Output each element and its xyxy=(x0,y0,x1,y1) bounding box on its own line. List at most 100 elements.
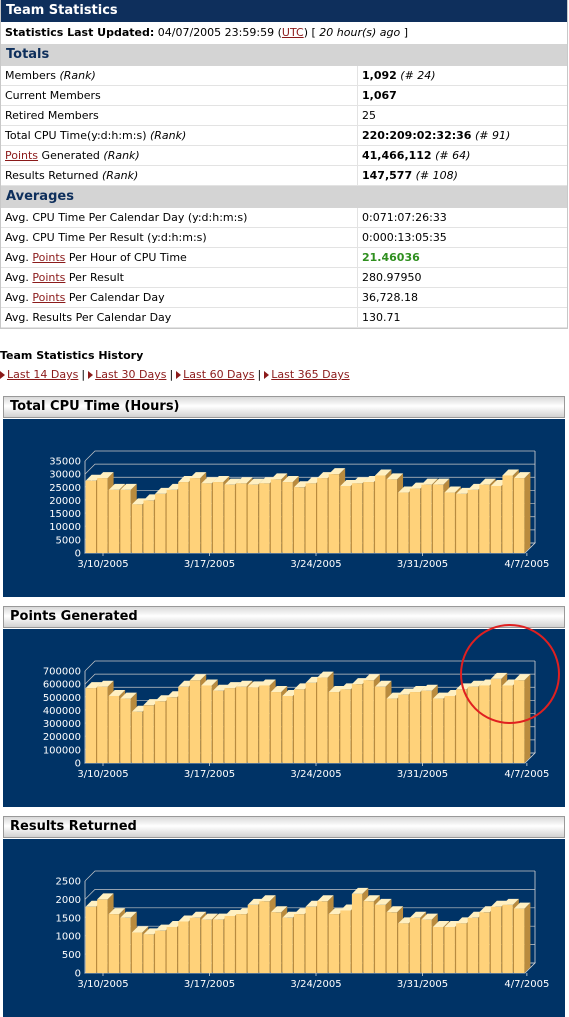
bar-top xyxy=(155,924,172,931)
bar-top xyxy=(479,478,496,485)
bar-top xyxy=(467,680,485,687)
cpu-time-chart-panel: Total CPU Time (Hours) 0 5000 10000 15000 20… xyxy=(3,396,565,597)
bar-top xyxy=(85,682,102,689)
bar-top xyxy=(224,909,241,916)
bar-front xyxy=(259,901,270,973)
bar-top xyxy=(409,686,427,693)
bar-top xyxy=(189,674,207,681)
row-label: Avg. Results Per Calendar Day xyxy=(5,311,172,324)
bar-top xyxy=(328,908,346,915)
utc-link[interactable]: UTC xyxy=(281,26,304,39)
y-tick-label: 0 xyxy=(75,759,81,770)
table-row: Avg. Points Per Calendar Day 36,728.18 xyxy=(1,287,567,308)
rank-label: (Rank) xyxy=(101,169,139,182)
bar-front xyxy=(131,711,143,763)
bar-front xyxy=(375,475,386,553)
points-link[interactable]: Points xyxy=(5,149,39,162)
bar-front xyxy=(224,484,235,553)
table-row: Retired Members 25 xyxy=(1,105,567,126)
bar-front xyxy=(85,906,96,973)
bar-top xyxy=(108,689,126,696)
bar-front xyxy=(467,489,479,553)
bar-top xyxy=(178,915,195,922)
range-link-14-days[interactable]: Last 14 Days xyxy=(7,368,79,381)
range-link-30-days[interactable]: Last 30 Days xyxy=(95,368,167,381)
arrow-right-icon xyxy=(264,371,270,379)
points-link[interactable]: Points xyxy=(32,251,66,264)
table-row: Points Generated (Rank) 41,466,112 (# 64… xyxy=(1,145,567,166)
bar-front xyxy=(456,923,467,973)
row-label-post: Per Hour of CPU Time xyxy=(68,251,187,264)
row-label-post: Per Result xyxy=(68,271,124,284)
gridline xyxy=(84,463,535,475)
bar-front xyxy=(514,680,525,763)
bar-front xyxy=(85,688,96,763)
bar-top xyxy=(375,680,392,687)
y-tick-label: 500000 xyxy=(43,693,81,704)
points-chart-panel: Points Generated 0 100000 200000 300000 4000… xyxy=(3,606,565,807)
bar-front xyxy=(131,504,143,553)
bar-front xyxy=(166,927,178,973)
gridline xyxy=(84,673,535,685)
y-tick-label: 400000 xyxy=(43,706,81,717)
bar-top xyxy=(386,473,404,480)
row-value: 280.97950 xyxy=(362,271,422,284)
bar-front xyxy=(479,685,490,763)
bar-front xyxy=(328,474,340,553)
bar-top xyxy=(212,684,230,691)
points-link[interactable]: Points xyxy=(32,271,66,284)
bar-front xyxy=(398,492,409,553)
bar-front xyxy=(351,684,363,763)
totals-section-title: Totals xyxy=(1,44,567,66)
bar-top xyxy=(375,898,392,905)
bar-front xyxy=(444,492,455,553)
bar-front xyxy=(502,475,513,553)
arrow-right-icon xyxy=(176,371,182,379)
bar-front xyxy=(432,927,444,973)
bar-top xyxy=(502,898,519,905)
y-tick-label: 600000 xyxy=(43,680,81,691)
row-value: 0:071:07:26:33 xyxy=(362,211,447,224)
table-row: Avg. Points Per Result 280.97950 xyxy=(1,267,567,288)
bar-front xyxy=(236,914,247,973)
bar-front xyxy=(259,685,270,763)
y-tick-label: 100000 xyxy=(43,745,81,756)
x-tick-label: 3/31/2005 xyxy=(397,559,448,570)
bar-front xyxy=(421,919,432,973)
bar-top xyxy=(236,477,253,484)
bar-front xyxy=(294,487,305,553)
points-link[interactable]: Points xyxy=(32,291,66,304)
bar-front xyxy=(143,705,154,763)
bar-top xyxy=(120,483,137,490)
bar-top xyxy=(421,913,438,920)
bar-top xyxy=(224,682,241,689)
x-tick-label: 3/24/2005 xyxy=(290,559,341,570)
y-tick-label: 700000 xyxy=(43,667,81,678)
bar-front xyxy=(236,686,247,763)
bar-front xyxy=(282,695,293,763)
table-row: Avg. Results Per Calendar Day 130.71 xyxy=(1,307,567,328)
bar-top xyxy=(444,921,461,927)
history-range-links: Last 14 Days | Last 30 Days | Last 60 Days | L… xyxy=(0,368,350,381)
bar-top xyxy=(363,674,380,681)
bar-front xyxy=(490,906,502,973)
x-tick-label: 3/31/2005 xyxy=(397,769,448,780)
x-tick-label: 3/31/2005 xyxy=(397,979,448,990)
bar-top xyxy=(189,472,207,479)
range-link-60-days[interactable]: Last 60 Days xyxy=(183,368,255,381)
bar-front xyxy=(502,904,513,973)
y-tick-label: 1000 xyxy=(56,932,81,943)
y-tick-label: 200000 xyxy=(43,732,81,743)
x-tick-label: 3/10/2005 xyxy=(77,559,128,570)
x-tick-label: 3/10/2005 xyxy=(77,979,128,990)
bar-front xyxy=(375,686,386,763)
bar-front xyxy=(421,484,432,553)
row-label: Generated xyxy=(41,149,100,162)
row-label: Results Returned xyxy=(5,169,99,182)
row-value: 1,092 xyxy=(362,69,397,82)
bar-front xyxy=(305,483,316,553)
bar-front xyxy=(131,932,143,973)
range-link-365-days[interactable]: Last 365 Days xyxy=(271,368,350,381)
bar-front xyxy=(456,493,467,553)
table-row: Current Members 1,067 xyxy=(1,85,567,106)
